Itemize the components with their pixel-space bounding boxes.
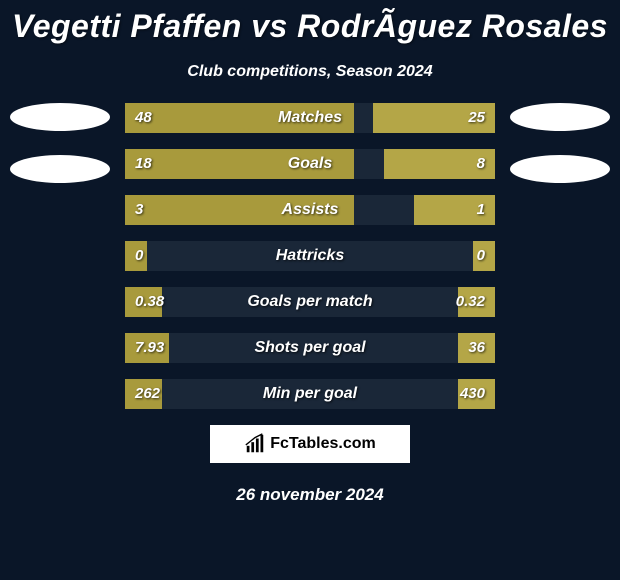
- stat-label: Shots per goal: [125, 333, 495, 363]
- stat-row: 0.380.32Goals per match: [125, 287, 495, 317]
- stat-row: 4825Matches: [125, 103, 495, 133]
- ellipse-icon: [510, 103, 610, 131]
- ellipse-icon: [10, 103, 110, 131]
- stat-label: Assists: [125, 195, 495, 225]
- date-label: 26 november 2024: [0, 485, 620, 505]
- stat-row: 31Assists: [125, 195, 495, 225]
- stat-label: Goals per match: [125, 287, 495, 317]
- chart-icon: [244, 433, 266, 455]
- stat-row: 188Goals: [125, 149, 495, 179]
- ellipse-icon: [10, 155, 110, 183]
- ellipse-icon: [510, 155, 610, 183]
- stat-row: 7.9336Shots per goal: [125, 333, 495, 363]
- branding-badge: FcTables.com: [210, 425, 410, 463]
- stats-area: 4825Matches 188Goals 31Assists 00Hattricks 0…: [0, 103, 620, 409]
- stat-row: 262430Min per goal: [125, 379, 495, 409]
- stat-label: Hattricks: [125, 241, 495, 271]
- subtitle: Club competitions, Season 2024: [0, 63, 620, 81]
- stat-label: Min per goal: [125, 379, 495, 409]
- stat-label: Goals: [125, 149, 495, 179]
- team-logo-left: [5, 103, 115, 183]
- team-logo-right: [505, 103, 615, 183]
- stat-bars-container: 4825Matches 188Goals 31Assists 00Hattricks 0…: [125, 103, 495, 409]
- stat-label: Matches: [125, 103, 495, 133]
- page-title: Vegetti Pfaffen vs RodrÃ­guez Rosales: [0, 0, 620, 45]
- brand-text: FcTables.com: [270, 435, 376, 453]
- stat-row: 00Hattricks: [125, 241, 495, 271]
